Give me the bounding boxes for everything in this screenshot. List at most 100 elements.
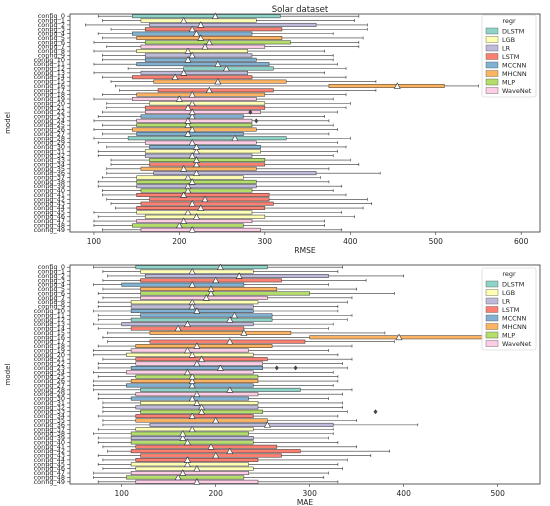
y-tick-label: config_45 xyxy=(34,460,65,468)
y-tick-label: config_38 xyxy=(34,178,65,186)
box-mhcnn-config-35 xyxy=(140,166,257,171)
y-axis-label: model xyxy=(4,364,12,386)
box-lstm-config-3 xyxy=(144,27,283,32)
y-tick-label: config_1 xyxy=(38,17,65,25)
y-tick-label: config_36 xyxy=(34,169,65,177)
mean-marker xyxy=(393,82,401,89)
mean-marker xyxy=(188,394,196,402)
box-lr-config-32 xyxy=(144,153,253,158)
box-lstm-config-14 xyxy=(132,75,253,80)
box-mhcnn-config-35 xyxy=(135,418,268,423)
y-tick-label: config_34 xyxy=(34,160,65,168)
box-mlp-config-48 xyxy=(126,475,245,480)
y-tick-label: config_43 xyxy=(34,452,65,460)
y-tick-label: config_22 xyxy=(34,360,65,368)
y-axis-label: model xyxy=(4,112,12,134)
y-tick-label: config_42 xyxy=(34,195,65,203)
box-mhcnn-config-16 xyxy=(328,83,445,88)
y-tick-label: config_36 xyxy=(34,421,65,429)
box-mccnn-config-23 xyxy=(130,365,263,370)
y-tick-label: config_7 xyxy=(38,294,65,302)
mean-marker xyxy=(198,408,206,415)
box-mhcnn-config-18 xyxy=(135,344,273,348)
y-tick-label: config_23 xyxy=(34,364,65,372)
legend-label-mlp: MLP xyxy=(502,79,515,87)
y-tick-label: config_35 xyxy=(34,165,65,173)
box-lstm-config-42 xyxy=(149,197,270,202)
mean-marker xyxy=(201,43,209,50)
y-tick-label: config_14 xyxy=(34,325,65,333)
x-axis-label: MAE xyxy=(297,498,314,506)
mean-marker xyxy=(188,377,196,384)
y-tick-label: config_10 xyxy=(34,56,65,64)
mean-marker xyxy=(202,294,210,301)
y-tick-label: config_23 xyxy=(34,112,65,120)
y-tick-label: config_24 xyxy=(34,368,65,376)
y-tick-label: config_44 xyxy=(34,204,65,212)
legend-label-dlstm: DLSTM xyxy=(502,28,524,36)
mean-marker xyxy=(183,368,192,376)
y-tick-label: config_22 xyxy=(34,108,65,116)
y-tick-label: config_35 xyxy=(34,416,65,424)
y-tick-label: config_47 xyxy=(34,469,65,477)
x-tick-label: 100 xyxy=(87,237,102,246)
y-tick-label: config_29 xyxy=(34,390,65,398)
y-tick-label: config_4 xyxy=(38,281,65,289)
box-wavenet-config-47 xyxy=(136,219,253,224)
y-tick-label: config_34 xyxy=(34,412,65,420)
mean-marker xyxy=(180,217,188,224)
box-lr-config-39 xyxy=(136,184,257,189)
legend-swatch-mhcnn xyxy=(485,70,499,77)
legend-label-lstm: LSTM xyxy=(502,306,519,314)
y-tick-label: config_37 xyxy=(34,425,65,433)
box-mhcnn-config-18 xyxy=(136,92,266,97)
y-tick-label: config_46 xyxy=(34,465,65,473)
box-wavenet-config-22 xyxy=(144,110,261,115)
y-tick-label: config_13 xyxy=(34,320,65,328)
box-lr-config-36 xyxy=(153,171,317,176)
legend-swatch-lgb xyxy=(485,289,499,296)
y-tick-label: config_18 xyxy=(34,91,65,99)
y-tick-label: config_17 xyxy=(34,86,65,94)
box-lr-config-39 xyxy=(130,436,254,440)
box-lr-config-36 xyxy=(149,422,334,427)
box-wavenet-config-24 xyxy=(136,118,253,123)
box-mlp-config-38 xyxy=(136,179,257,184)
legend-title: regr xyxy=(502,17,516,25)
y-tick-label: config_20 xyxy=(34,99,65,107)
box-lgb-config-1 xyxy=(140,269,254,274)
y-tick-label: config_48 xyxy=(34,221,65,229)
legend-swatch-mccnn xyxy=(485,314,499,322)
y-tick-label: config_16 xyxy=(34,82,65,90)
y-tick-label: config_3 xyxy=(38,276,65,284)
y-tick-label: config_15 xyxy=(34,329,65,337)
y-tick-label: config_11 xyxy=(34,60,65,68)
x-tick-label: 400 xyxy=(397,489,412,498)
box-mlp-config-6 xyxy=(140,291,310,296)
legend-swatch-lstm xyxy=(485,53,499,60)
y-tick-label: config_47 xyxy=(34,217,65,225)
box-mlp-config-25 xyxy=(135,374,259,379)
box-dlstm-config-28 xyxy=(127,136,287,141)
legend-swatch-lr xyxy=(485,44,499,52)
y-tick-label: config_0 xyxy=(38,263,65,271)
legend-label-lr: LR xyxy=(502,45,511,53)
mean-marker xyxy=(192,143,200,150)
y-tick-label: config_8 xyxy=(38,47,65,55)
box-lstm-config-21 xyxy=(144,105,266,110)
legend-label-mhcnn: MHCNN xyxy=(502,323,527,331)
box-lstm-config-44 xyxy=(135,457,259,462)
box-wavenet-config-47 xyxy=(130,471,249,476)
x-tick-label: 600 xyxy=(514,237,529,246)
mean-marker xyxy=(230,311,239,319)
y-tick-label: config_39 xyxy=(34,434,65,442)
mae-boxplot-panel: config_0config_1config_2config_3config_4… xyxy=(4,263,541,506)
y-tick-label: config_26 xyxy=(34,377,65,385)
legend-label-mccnn: MCCNN xyxy=(502,315,527,323)
box-lgb-config-45 xyxy=(136,210,253,215)
box-lstm-config-43 xyxy=(140,201,274,206)
box-mccnn-config-10 xyxy=(130,309,254,313)
y-tick-label: config_6 xyxy=(38,289,65,297)
mean-marker xyxy=(188,138,196,146)
y-tick-label: config_25 xyxy=(34,373,65,381)
